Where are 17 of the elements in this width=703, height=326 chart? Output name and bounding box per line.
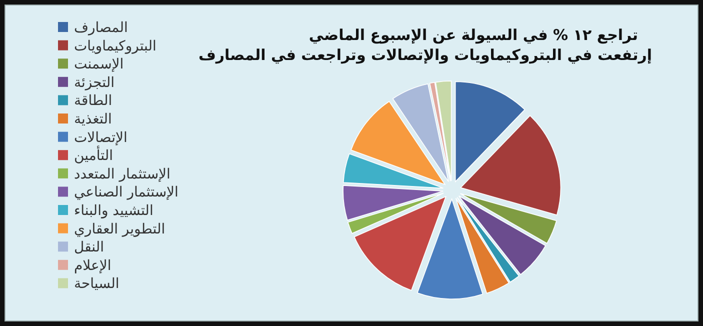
- legend-label: النقل: [74, 240, 104, 256]
- legend-label: التشييد والبناء: [74, 203, 154, 219]
- legend-label: التأمين: [74, 145, 114, 164]
- legend-label: الإسمنت: [74, 56, 124, 73]
- legend-label: التطوير العقاري: [74, 221, 166, 238]
- legend-label: السياحة: [74, 276, 120, 292]
- legend-label: الإتصالات: [74, 130, 128, 146]
- legend-label: الطاقة: [74, 93, 112, 110]
- legend-label: الإستثمار المتعدد: [74, 166, 170, 182]
- text: إرتفعت في البتروكيماويات والإتصالات وتراجعت في المصارف: [198, 46, 652, 64]
- legend-label: الإستثمار الصناعي: [74, 184, 178, 201]
- legend-label: البتروكيماويات: [74, 38, 156, 54]
- legend-label: التغذية: [74, 112, 112, 128]
- legend-label: الإعلام: [74, 258, 112, 274]
- legend-label: المصارف: [74, 20, 128, 36]
- legend-label: التجزئة: [74, 74, 115, 91]
- chart-title: تراجع ١٢ % في السيولة عن الإسبوع الماضي: [308, 26, 638, 44]
